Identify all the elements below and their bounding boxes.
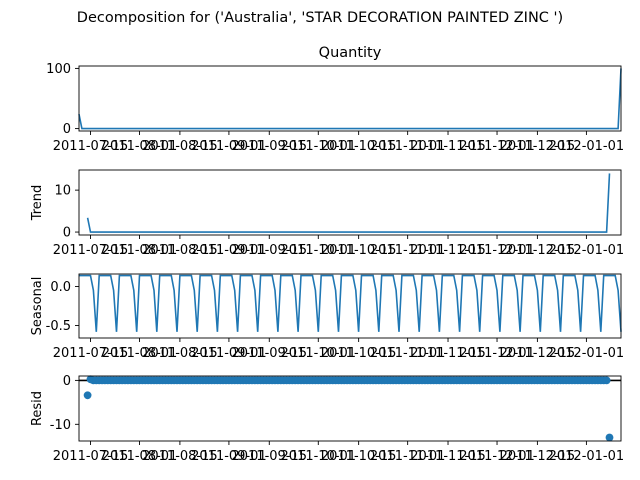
seasonal-panel: Seasonal 0.0-0.52011-07-152011-08-012011-… — [30, 273, 625, 361]
x-tick-label: 2011-12-15 — [500, 449, 576, 464]
x-tick-label: 2012-01-01 — [549, 346, 625, 361]
x-tick-label: 2011-09-15 — [231, 346, 307, 361]
x-tick-label: 2011-08-01 — [102, 346, 178, 361]
x-tick-label: 2011-09-15 — [231, 243, 307, 258]
plot-frame — [78, 273, 622, 339]
plot-frame — [78, 65, 622, 132]
x-tick-label: 2011-11-01 — [370, 346, 446, 361]
y-tick-label: 0.0 — [50, 280, 71, 295]
x-tick-label: 2011-07-15 — [53, 346, 129, 361]
x-tick-label: 2012-01-01 — [549, 449, 625, 464]
x-tick-label: 2011-11-15 — [410, 243, 486, 258]
x-tick-label: 2011-10-01 — [281, 243, 357, 258]
x-tick-label: 2011-12-01 — [459, 346, 535, 361]
plot-frame — [78, 169, 622, 236]
seasonal-series-line — [79, 274, 622, 332]
y-tick-label: 10 — [54, 184, 71, 199]
trend-series-line — [86, 173, 611, 233]
x-tick-label: 2011-12-15 — [500, 346, 576, 361]
x-tick-label: 2011-09-15 — [231, 139, 307, 154]
x-tick-label: 2011-07-15 — [53, 449, 129, 464]
plot-frame — [78, 375, 622, 442]
x-tick-label: 2011-08-01 — [102, 243, 178, 258]
x-tick-label: 2011-12-01 — [459, 449, 535, 464]
x-tick-label: 2011-08-15 — [142, 139, 218, 154]
x-tick-label: 2011-10-01 — [281, 139, 357, 154]
x-tick-label: 2011-09-01 — [191, 346, 267, 361]
figure-suptitle: Decomposition for ('Australia', 'STAR DE… — [77, 10, 563, 26]
x-tick-label: 2011-08-15 — [142, 449, 218, 464]
residual-point — [83, 391, 92, 400]
y-tick-label: 0 — [63, 226, 71, 241]
x-tick-label: 2011-08-01 — [102, 449, 178, 464]
observed-series-line — [78, 68, 622, 130]
trend-panel: Trend0102011-07-152011-08-012011-08-1520… — [30, 169, 625, 258]
x-tick-label: 2011-11-01 — [370, 139, 446, 154]
x-tick-label: 2011-11-15 — [410, 449, 486, 464]
y-axis-label: Trend — [30, 185, 45, 222]
y-tick-label: 0 — [63, 374, 71, 389]
x-tick-label: 2011-10-15 — [321, 449, 397, 464]
x-tick-label: 2011-09-01 — [191, 139, 267, 154]
x-tick-label: 2011-12-15 — [500, 243, 576, 258]
x-tick-label: 2011-12-01 — [459, 243, 535, 258]
x-tick-label: 2011-10-15 — [321, 139, 397, 154]
y-tick-label: -0.5 — [46, 319, 71, 334]
panel-title: Quantity — [319, 45, 382, 61]
x-tick-label: 2011-10-01 — [281, 346, 357, 361]
y-tick-label: 100 — [46, 62, 71, 77]
y-axis-label: Resid — [30, 391, 45, 426]
residual-panel: Resid0-102011-07-152011-08-012011-08-152… — [30, 374, 624, 464]
x-tick-label: 2011-12-01 — [459, 139, 535, 154]
x-tick-label: 2011-11-01 — [370, 449, 446, 464]
x-tick-label: 2011-09-15 — [231, 449, 307, 464]
x-tick-label: 2011-07-15 — [53, 139, 129, 154]
x-tick-label: 2011-08-01 — [102, 139, 178, 154]
x-tick-label: 2012-01-01 — [549, 139, 625, 154]
x-tick-label: 2011-09-01 — [191, 449, 267, 464]
x-tick-label: 2011-12-15 — [500, 139, 576, 154]
x-tick-label: 2011-07-15 — [53, 243, 129, 258]
observed-panel: Quantity 0 100 2011-07-152011-08-012011-08-… — [46, 45, 624, 154]
x-tick-label: 2011-10-01 — [281, 449, 357, 464]
y-tick-label: -10 — [50, 418, 71, 433]
x-tick-label: 2011-08-15 — [142, 243, 218, 258]
x-tick-label: 2011-08-15 — [142, 346, 218, 361]
y-tick-label: 0 — [63, 122, 71, 137]
x-tick-label: 2011-09-01 — [191, 243, 267, 258]
x-tick-label: 2011-11-15 — [410, 139, 486, 154]
x-tick-label: 2011-10-15 — [321, 243, 397, 258]
x-tick-label: 2011-11-01 — [370, 243, 446, 258]
x-tick-label: 2012-01-01 — [549, 243, 625, 258]
residual-point — [605, 433, 614, 442]
residual-point — [602, 376, 611, 385]
y-axis-label: Seasonal — [30, 277, 45, 336]
x-tick-label: 2011-10-15 — [321, 346, 397, 361]
x-tick-label: 2011-11-15 — [410, 346, 486, 361]
